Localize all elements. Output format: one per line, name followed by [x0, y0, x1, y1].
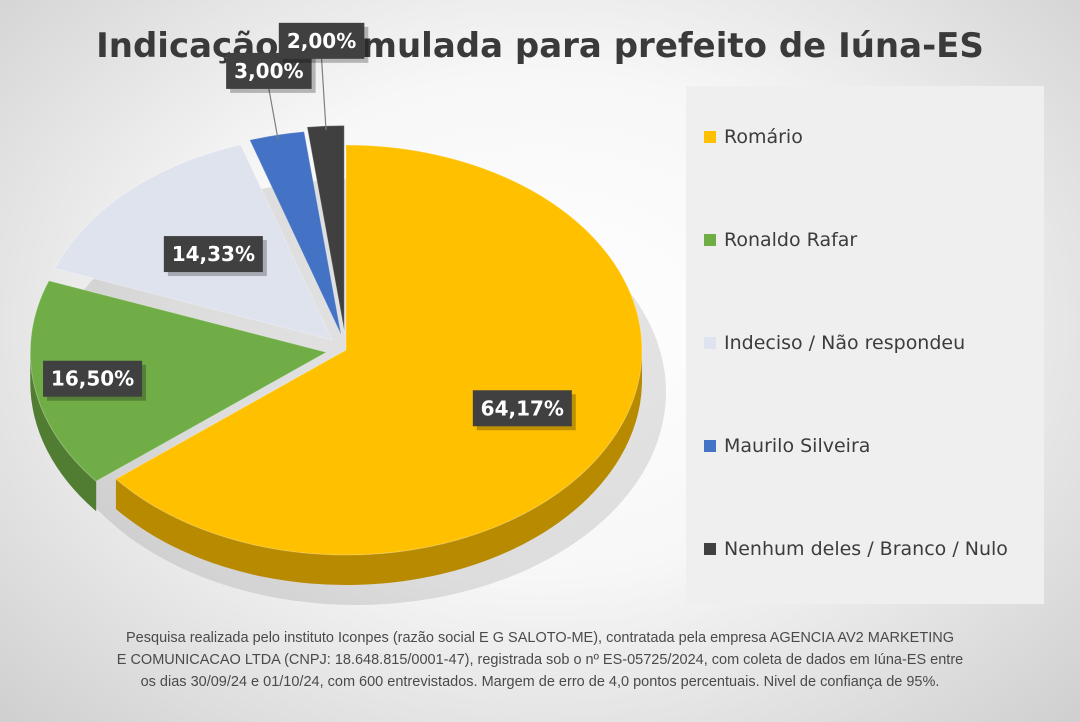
legend-item-romario: Romário: [704, 126, 803, 148]
pie-labels: 64,17% 16,50% 14,33% 3,00% 2,00%: [43, 22, 576, 431]
legend-item-indeciso: Indeciso / Não respondeu: [704, 332, 965, 354]
pie-slice-romario: [115, 144, 643, 556]
data-label-box: [472, 390, 572, 427]
legend-swatch-indeciso: [704, 337, 716, 349]
legend-label-maurilo-silveira: Maurilo Silveira: [724, 435, 871, 457]
data-label-box: [226, 52, 312, 89]
legend-item-maurilo-silveira: Maurilo Silveira: [704, 435, 870, 457]
data-label-box: [163, 236, 263, 273]
data-label-text: 14,33%: [172, 242, 255, 266]
data-label-romario: 64,17%: [472, 390, 576, 431]
pie-slice-side-ronaldo-rafar: [30, 352, 97, 512]
data-label-indeciso-nao-respondeu: 14,33%: [163, 236, 267, 277]
data-label-ronaldo-rafar: 16,50%: [43, 360, 147, 401]
legend-label-indeciso: Indeciso / Não respondeu: [724, 332, 966, 354]
leader-line-nenhum-deles-branco-nulo: [320, 58, 327, 130]
pie-slice-ronaldo-rafar: [29, 280, 328, 482]
footnote-line: E COMUNICACAO LTDA (CNPJ: 18.648.815/000…: [116, 652, 964, 668]
legend-swatch-ronaldo-rafar: [704, 234, 716, 246]
data-label-text: 3,00%: [234, 59, 303, 83]
legend-label-nenhum: Nenhum deles / Branco / Nulo: [724, 538, 1008, 560]
legend-swatch-nenhum: [704, 543, 716, 555]
data-label-text: 64,17%: [481, 396, 564, 420]
leader-line-maurilo-silveira: [268, 88, 279, 140]
legend-label-ronaldo-rafar: Ronaldo Rafar: [724, 229, 858, 251]
legend-swatch-romario: [704, 131, 716, 143]
legend-item-ronaldo-rafar: Ronaldo Rafar: [704, 229, 857, 251]
data-label-maurilo-silveira: 3,00%: [226, 52, 316, 93]
legend-swatch-maurilo-silveira: [704, 440, 716, 452]
legend: Romário Ronaldo Rafar Indeciso / Não res…: [686, 86, 1044, 604]
legend-label-romario: Romário: [724, 126, 803, 148]
legend-item-nenhum: Nenhum deles / Branco / Nulo: [704, 538, 1008, 560]
footnote-line: Pesquisa realizada pelo instituto Iconpe…: [126, 630, 954, 646]
footnote: Pesquisa realizada pelo instituto Iconpe…: [60, 627, 1020, 693]
data-label-box: [43, 360, 143, 397]
footnote-line: os dias 30/09/24 e 01/10/24, com 600 ent…: [140, 674, 940, 690]
data-label-box: [278, 22, 365, 59]
data-label-nenhum-deles-branco-nulo: 2,00%: [278, 22, 369, 63]
data-label-text: 16,50%: [51, 367, 134, 391]
data-label-text: 2,00%: [287, 29, 356, 53]
pie-slice-side-romario: [115, 350, 643, 586]
